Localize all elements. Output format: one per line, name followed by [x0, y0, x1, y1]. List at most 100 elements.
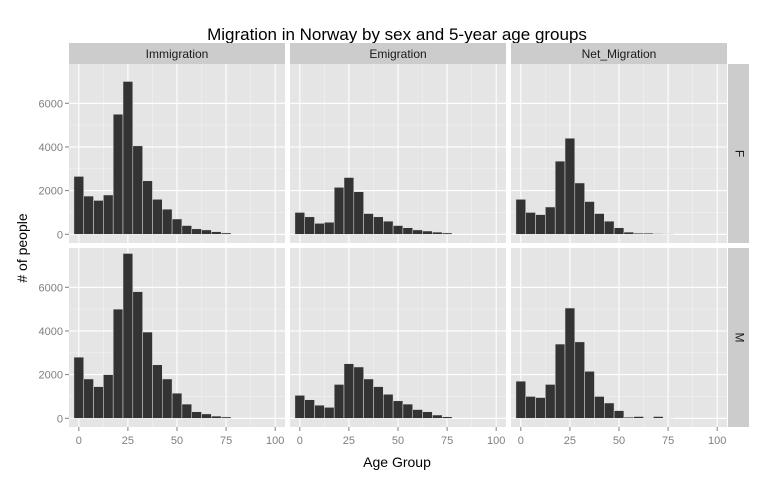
bar-emigration-m-age-5 [304, 399, 315, 419]
bar-immigration-f-age-0 [73, 176, 84, 235]
bar-immigration-f-age-10 [93, 200, 104, 235]
bar-emigration-m-age-55 [402, 403, 413, 419]
bar-immigration-f-age-55 [181, 225, 192, 235]
bar-emigration-m-age-60 [412, 409, 423, 419]
bar-emigration-f-age-75 [441, 232, 453, 235]
bar-emigration-m-age-50 [392, 400, 404, 419]
bar-emigration-m-age-20 [333, 384, 345, 419]
y-tick-label: 4000 [39, 326, 63, 338]
bar-net-migration-m-age-60 [633, 416, 644, 419]
bar-emigration-m-age-25 [343, 363, 355, 419]
bar-emigration-m-age-0 [294, 395, 305, 419]
bar-emigration-m-age-30 [353, 366, 364, 419]
bar-net-migration-m-age-55 [623, 416, 634, 419]
bar-immigration-f-age-75 [220, 232, 232, 235]
bar-net-migration-m-age-70 [653, 416, 664, 419]
column-strip-label-immigration: Immigration [146, 47, 209, 61]
x-tick-label: 75 [441, 435, 453, 447]
y-tick-label: 2000 [39, 186, 63, 198]
bar-immigration-m-age-20 [112, 308, 124, 419]
panel-net-migration-f [511, 64, 727, 243]
column-strip-emigration [290, 43, 506, 64]
bar-net-migration-f-age-40 [594, 213, 605, 235]
x-tick-label: 50 [392, 435, 404, 447]
bar-emigration-m-age-10 [314, 404, 325, 419]
bar-immigration-f-age-30 [132, 145, 143, 235]
y-tick-label: 0 [57, 413, 63, 425]
bar-net-migration-f-age-0 [515, 199, 526, 235]
bar-net-migration-m-age-0 [515, 380, 526, 419]
panel-emigration-m [290, 248, 506, 427]
column-strip-label-net-migration: Net_Migration [582, 47, 657, 61]
bar-net-migration-f-age-30 [574, 182, 585, 235]
bar-emigration-f-age-70 [432, 231, 443, 235]
bar-net-migration-f-age-25 [564, 137, 576, 235]
bar-emigration-f-age-25 [343, 177, 355, 235]
x-tick-label: 100 [487, 435, 505, 447]
bar-immigration-f-age-40 [152, 199, 163, 235]
panel-net-migration-m [511, 248, 727, 427]
bar-emigration-f-age-30 [353, 191, 364, 235]
bar-net-migration-m-age-20 [554, 343, 566, 419]
bar-immigration-f-age-60 [191, 228, 202, 235]
x-tick-label: 75 [662, 435, 674, 447]
row-strip-m [728, 248, 749, 427]
x-tick-label: 100 [708, 435, 726, 447]
bar-net-migration-f-age-5 [525, 212, 536, 235]
bar-immigration-m-age-45 [162, 378, 173, 419]
bar-emigration-f-age-60 [412, 229, 423, 235]
bar-immigration-m-age-50 [171, 392, 183, 419]
bar-net-migration-f-age-60 [633, 232, 644, 235]
bar-net-migration-f-age-50 [613, 227, 625, 235]
bar-net-migration-m-age-15 [545, 384, 556, 419]
bar-immigration-m-age-65 [201, 413, 212, 419]
bar-emigration-m-age-65 [422, 411, 433, 419]
bar-immigration-m-age-60 [191, 411, 202, 419]
bar-emigration-f-age-0 [294, 212, 305, 235]
x-tick-label: 25 [343, 435, 355, 447]
bar-immigration-f-age-35 [142, 180, 153, 235]
x-tick-label: 50 [171, 435, 183, 447]
bar-net-migration-m-age-30 [574, 341, 585, 419]
y-tick-label: 6000 [39, 282, 63, 294]
column-strip-label-emigration: Emigration [369, 47, 426, 61]
x-tick-label: 0 [518, 435, 524, 447]
bar-net-migration-f-age-55 [623, 231, 634, 235]
bar-net-migration-m-age-5 [525, 396, 536, 419]
y-axis-title: # of people [14, 213, 30, 282]
x-tick-label: 50 [613, 435, 625, 447]
row-strip-label-m: M [732, 333, 746, 343]
bar-immigration-m-age-25 [122, 253, 134, 419]
x-tick-label: 0 [76, 435, 82, 447]
bar-immigration-f-age-15 [103, 194, 114, 235]
row-strip-f [728, 64, 749, 243]
bar-immigration-f-age-25 [122, 81, 134, 235]
bar-emigration-f-age-65 [422, 230, 433, 235]
y-tick-label: 6000 [39, 98, 63, 110]
bar-net-migration-m-age-10 [535, 397, 546, 419]
bar-net-migration-m-age-50 [613, 410, 625, 419]
bar-immigration-f-age-20 [112, 113, 124, 235]
x-tick-label: 0 [297, 435, 303, 447]
bar-emigration-f-age-35 [363, 213, 374, 235]
bar-net-migration-f-age-20 [554, 160, 566, 235]
bar-emigration-f-age-10 [314, 223, 325, 235]
bar-immigration-f-age-70 [211, 231, 222, 235]
bar-emigration-f-age-50 [392, 225, 404, 235]
bar-net-migration-m-age-35 [584, 371, 595, 419]
y-tick-label: 4000 [39, 142, 63, 154]
bar-immigration-m-age-40 [152, 364, 163, 419]
bar-net-migration-f-age-65 [643, 232, 654, 235]
bar-net-migration-m-age-45 [604, 402, 615, 419]
bar-immigration-f-age-50 [171, 218, 183, 235]
row-strip-label-f: F [732, 150, 746, 157]
bar-immigration-m-age-0 [73, 356, 84, 419]
bar-emigration-m-age-45 [383, 394, 394, 419]
bar-emigration-m-age-15 [324, 407, 335, 419]
bar-emigration-f-age-20 [333, 187, 345, 235]
bar-immigration-m-age-75 [220, 416, 232, 419]
bar-emigration-m-age-75 [441, 416, 453, 419]
bar-immigration-m-age-70 [211, 415, 222, 419]
bar-net-migration-f-age-35 [584, 201, 595, 235]
